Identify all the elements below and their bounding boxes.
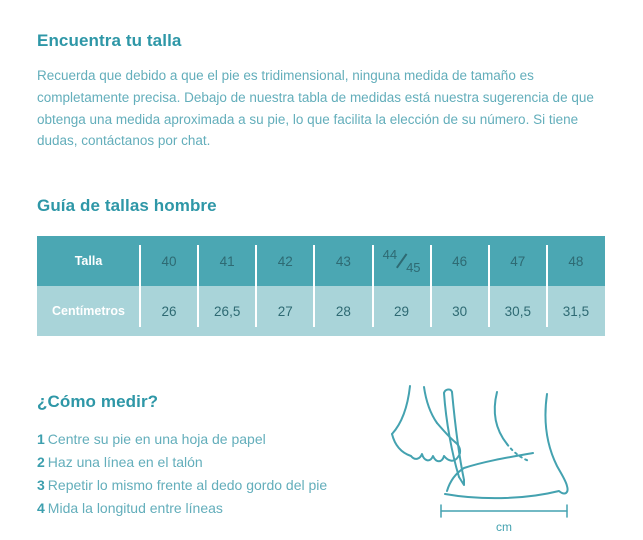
step-text: Haz una línea en el talón (47, 454, 203, 471)
size-value-cell: 29 (371, 286, 431, 336)
size-value-cell: 30,5 (487, 286, 547, 336)
intro-paragraph: Recuerda que debido a que el pie es trid… (37, 68, 594, 149)
how-to-measure-text-column: ¿Cómo medir? 1 Centre su pie en una hoja … (37, 392, 385, 520)
step-number: 1 (37, 431, 45, 448)
size-guide-title: Guía de tallas hombre (37, 196, 217, 216)
step-text: Mida la longitud entre líneas (47, 500, 223, 517)
size-value-cell: 40 (138, 236, 198, 287)
size-value-cell: 26 (138, 286, 198, 336)
cm-label: cm (496, 520, 512, 534)
measurement-line (440, 504, 568, 518)
measure-steps: 1 Centre su pie en una hoja de papel 2 Haz … (37, 428, 385, 520)
size-value-cell: 41 (197, 236, 256, 287)
size-value-cell: 30 (429, 286, 489, 336)
step-number: 3 (37, 477, 45, 494)
size-table-row-label: Talla (74, 254, 103, 269)
measure-step: 1 Centre su pie en una hoja de papel (37, 428, 385, 451)
size-value-cell: 44 45 (371, 236, 431, 287)
step-number: 2 (37, 454, 45, 471)
size-value-cell: 42 (255, 236, 314, 287)
how-to-measure-title: ¿Cómo medir? (37, 392, 159, 412)
measure-step: 4 Mida la longitud entre líneas (37, 497, 385, 520)
foot-measurement-illustration: cm (385, 384, 617, 536)
size-value-cell: 26,5 (197, 286, 256, 336)
size-value-cell: 47 (487, 236, 547, 287)
page-title: Encuentra tu talla (37, 31, 182, 50)
size-value-cell: 27 (255, 286, 314, 336)
how-to-measure-section: ¿Cómo medir? 1 Centre su pie en una hoja … (37, 385, 605, 536)
pencil-icon (443, 388, 465, 487)
size-value-cell: 46 (429, 236, 489, 287)
hand-icon (391, 385, 462, 463)
step-text: Repetir lo mismo frente al dedo gordo de… (47, 477, 328, 494)
size-value-cell: 48 (545, 236, 605, 287)
measure-step: 2 Haz una línea en el talón (37, 451, 385, 474)
size-table-row: Talla 40 41 42 43 44 45 46 47 48 (37, 236, 605, 287)
size-value-cell: 28 (313, 286, 372, 336)
size-table: Talla 40 41 42 43 44 45 46 47 48 Centímetros 26 26,5… (37, 236, 605, 337)
size-table-row-label: Centímetros (52, 304, 125, 319)
measure-step: 3 Repetir lo mismo frente al dedo gordo d… (37, 474, 385, 497)
step-text: Centre su pie en una hoja de papel (47, 431, 266, 448)
size-table-row: Centímetros 26 26,5 27 28 29 30 30,5 31,5 (37, 286, 605, 337)
size-value-cell: 31,5 (545, 286, 605, 336)
foot-icon (444, 391, 569, 500)
size-value-cell: 43 (313, 236, 372, 287)
step-number: 4 (37, 500, 45, 517)
foot-pencil-drawing: cm (391, 385, 569, 534)
